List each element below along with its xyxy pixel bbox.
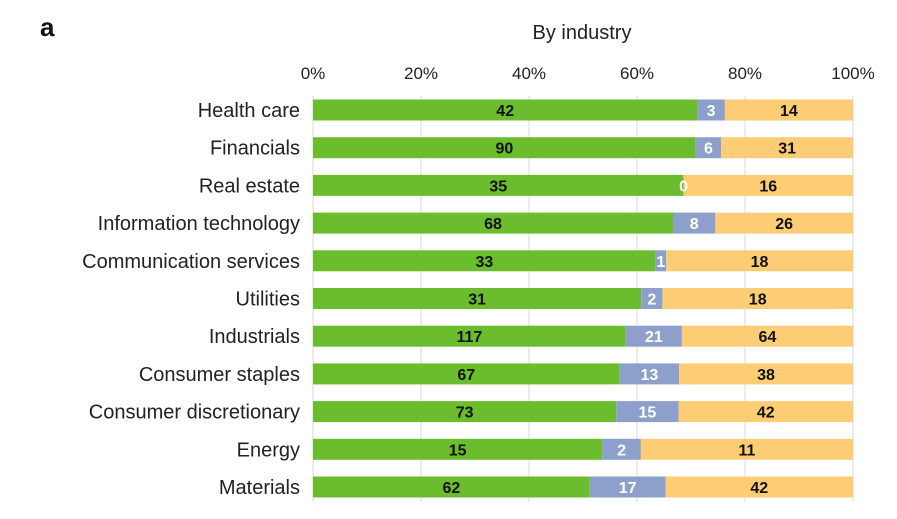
bar-segment	[313, 288, 642, 309]
x-tick-label: 0%	[301, 64, 326, 83]
bar-segment	[665, 476, 853, 498]
bar-value-label: 31	[778, 141, 796, 158]
bar-segment	[673, 212, 716, 234]
category-label: Communication services	[82, 251, 300, 273]
bar-value-label: 8	[690, 216, 699, 233]
bar-value-label: 62	[442, 480, 460, 497]
bar-segment	[616, 401, 679, 423]
bar-segment	[662, 288, 853, 309]
bar-segment	[681, 325, 853, 347]
bar-segment	[697, 99, 725, 121]
category-label: Information technology	[98, 213, 300, 235]
x-tick-label: 80%	[728, 64, 762, 83]
bar-segment	[589, 476, 666, 498]
bar-segment	[721, 137, 853, 159]
category-label: Materials	[219, 477, 300, 499]
bar-segment	[666, 250, 853, 272]
bar-value-label: 67	[457, 367, 475, 384]
category-label: Consumer discretionary	[89, 402, 300, 424]
bars	[313, 99, 853, 498]
bar-segment	[683, 174, 853, 196]
bar-segment	[640, 438, 853, 460]
category-label: Financials	[210, 138, 300, 160]
bar-value-label: 73	[456, 405, 474, 422]
bar-segment	[313, 99, 698, 121]
bar-value-label: 6	[704, 141, 713, 158]
bar-segment	[724, 99, 853, 121]
bar-segment	[313, 174, 684, 196]
x-tick-label: 20%	[404, 64, 438, 83]
bar-value-label: 17	[619, 480, 637, 497]
bar-value-label: 18	[751, 254, 769, 271]
x-tick-label: 60%	[620, 64, 654, 83]
bar-value-label: 26	[775, 216, 793, 233]
bar-value-label: 15	[638, 405, 656, 422]
bar-value-label: 16	[759, 178, 777, 195]
category-label: Industrials	[209, 326, 300, 348]
bar-segment	[679, 363, 853, 385]
category-label: Energy	[237, 439, 300, 461]
bar-segment	[313, 401, 617, 423]
x-tick-label: 40%	[512, 64, 546, 83]
bar-segment	[313, 438, 603, 460]
bar-segment	[313, 476, 590, 498]
bar-value-label: 35	[489, 178, 507, 195]
bar-segment	[313, 325, 626, 347]
bar-value-label: 18	[749, 292, 767, 309]
category-label: Consumer staples	[139, 364, 300, 386]
bar-value-label: 14	[780, 103, 798, 120]
bar-value-label: 2	[647, 292, 656, 309]
category-label: Utilities	[236, 289, 300, 311]
bar-value-label: 68	[484, 216, 502, 233]
bar-segment	[313, 250, 656, 272]
category-label: Real estate	[199, 175, 300, 197]
bar-segment	[641, 288, 663, 309]
bar-segment	[695, 137, 722, 159]
bar-value-label: 33	[475, 254, 493, 271]
bar-segment	[602, 438, 641, 460]
bar-value-label: 42	[757, 405, 775, 422]
bar-segment	[619, 363, 680, 385]
bar-value-label: 38	[757, 367, 775, 384]
data-labels: 42 3 14 90 6 31 35 0 16 68 8 26 33 1 18 31 2 18 117 21 64 67 1…	[442, 103, 797, 497]
bar-value-label: 90	[495, 141, 513, 158]
bar-segment	[625, 325, 682, 347]
bar-value-label: 31	[468, 292, 486, 309]
bar-value-label: 15	[449, 442, 467, 459]
x-tick-label: 100%	[831, 64, 874, 83]
category-label: Health care	[198, 100, 300, 122]
bar-value-label: 13	[640, 367, 658, 384]
bar-segment	[313, 212, 673, 234]
x-axis-ticks: 0% 20% 40% 60% 80% 100%	[301, 64, 875, 83]
bar-segment	[655, 250, 667, 272]
bar-value-label: 1	[656, 254, 665, 271]
bar-segment	[313, 137, 696, 159]
bar-value-label: 11	[738, 442, 755, 459]
bar-segment	[715, 212, 853, 234]
bar-value-label: 42	[496, 103, 514, 120]
bar-value-label: 21	[645, 329, 663, 346]
bar-value-label: 64	[759, 329, 777, 346]
bar-segment	[313, 363, 620, 385]
bar-value-label: 2	[617, 442, 626, 459]
category-labels: Health care Financials Real estate Informat…	[82, 100, 300, 499]
bar-value-label: 117	[456, 329, 482, 346]
panel-letter: a	[40, 12, 55, 42]
bar-segment	[678, 401, 853, 423]
bar-value-label: 42	[750, 480, 768, 497]
bar-value-label: 3	[707, 103, 716, 120]
bar-value-label: 0	[679, 178, 688, 195]
chart-title: By industry	[533, 22, 632, 44]
